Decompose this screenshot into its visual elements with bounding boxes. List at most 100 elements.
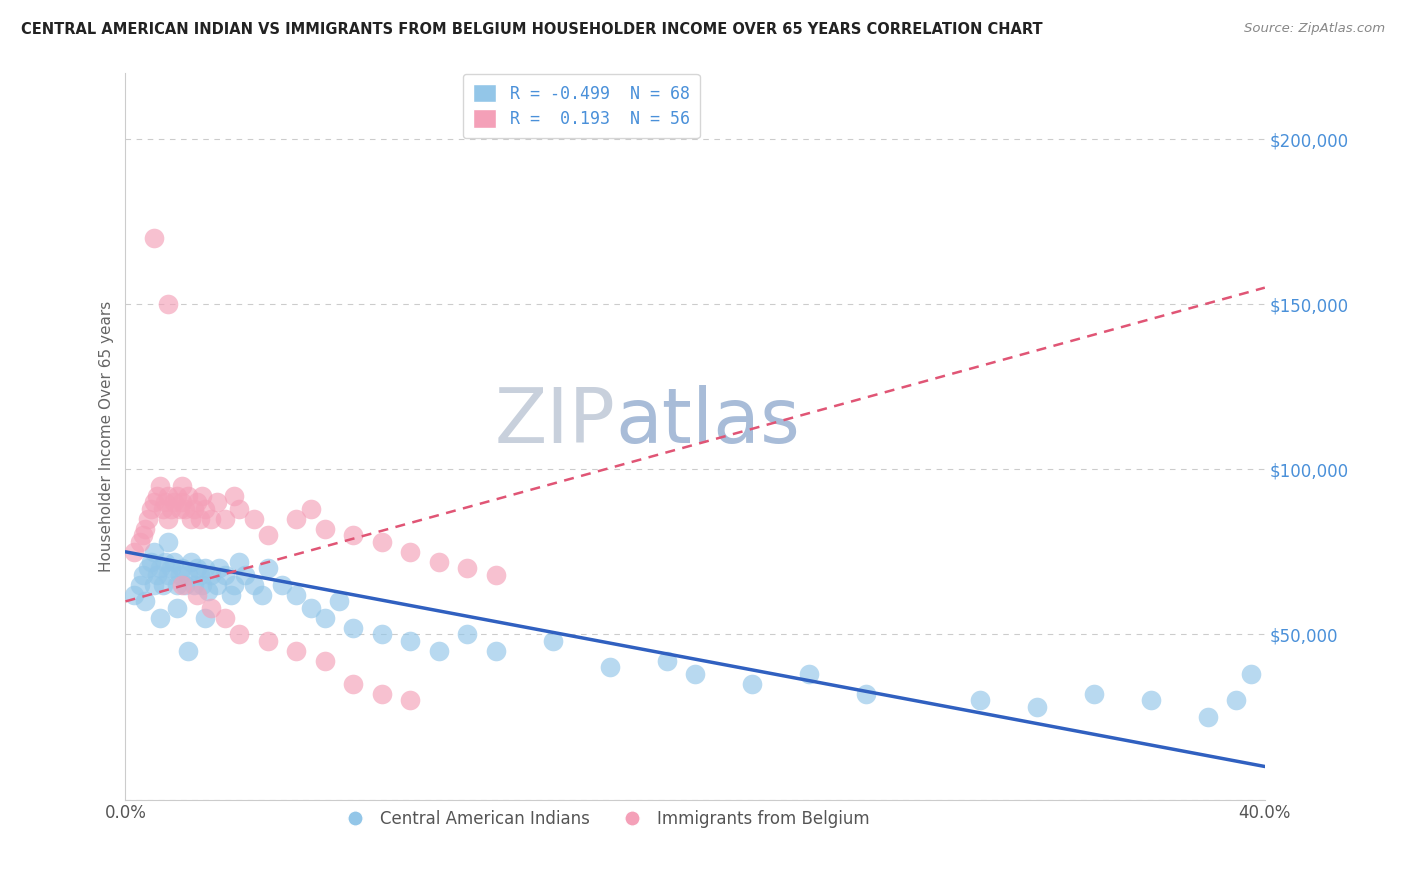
Point bbox=[456, 561, 478, 575]
Point bbox=[257, 634, 280, 648]
Point bbox=[214, 512, 236, 526]
Point bbox=[191, 578, 214, 592]
Point bbox=[328, 594, 350, 608]
Point bbox=[1026, 700, 1049, 714]
Point bbox=[128, 535, 150, 549]
Point bbox=[183, 578, 205, 592]
Point bbox=[200, 512, 222, 526]
Point bbox=[285, 588, 308, 602]
Point bbox=[169, 502, 191, 516]
Point bbox=[146, 489, 169, 503]
Point bbox=[427, 555, 450, 569]
Point bbox=[541, 634, 564, 648]
Point bbox=[166, 601, 188, 615]
Point bbox=[149, 561, 172, 575]
Point bbox=[186, 495, 208, 509]
Point bbox=[134, 594, 156, 608]
Point bbox=[1225, 693, 1247, 707]
Point bbox=[228, 555, 250, 569]
Point bbox=[314, 522, 336, 536]
Point bbox=[219, 588, 242, 602]
Point bbox=[205, 578, 228, 592]
Point bbox=[485, 644, 508, 658]
Point bbox=[299, 502, 322, 516]
Point bbox=[142, 545, 165, 559]
Point bbox=[285, 644, 308, 658]
Point bbox=[152, 502, 174, 516]
Point bbox=[1140, 693, 1163, 707]
Point bbox=[172, 495, 194, 509]
Point bbox=[146, 568, 169, 582]
Point bbox=[180, 512, 202, 526]
Point bbox=[163, 555, 186, 569]
Point bbox=[186, 588, 208, 602]
Point bbox=[655, 654, 678, 668]
Point bbox=[299, 601, 322, 615]
Point bbox=[371, 627, 394, 641]
Point bbox=[271, 578, 294, 592]
Point bbox=[169, 568, 191, 582]
Point bbox=[139, 502, 162, 516]
Point bbox=[160, 561, 183, 575]
Point bbox=[157, 535, 180, 549]
Point bbox=[172, 561, 194, 575]
Point bbox=[314, 654, 336, 668]
Text: Source: ZipAtlas.com: Source: ZipAtlas.com bbox=[1244, 22, 1385, 36]
Point bbox=[157, 297, 180, 311]
Point bbox=[152, 578, 174, 592]
Point bbox=[177, 489, 200, 503]
Point bbox=[200, 601, 222, 615]
Point bbox=[166, 578, 188, 592]
Point bbox=[194, 561, 217, 575]
Point bbox=[205, 495, 228, 509]
Point bbox=[180, 555, 202, 569]
Point bbox=[177, 568, 200, 582]
Point bbox=[242, 578, 264, 592]
Point bbox=[1239, 667, 1261, 681]
Text: ZIP: ZIP bbox=[495, 384, 616, 458]
Point bbox=[285, 512, 308, 526]
Point bbox=[233, 568, 256, 582]
Point bbox=[122, 588, 145, 602]
Point bbox=[371, 687, 394, 701]
Point bbox=[128, 578, 150, 592]
Point bbox=[222, 489, 245, 503]
Point bbox=[163, 495, 186, 509]
Point bbox=[456, 627, 478, 641]
Point bbox=[200, 568, 222, 582]
Point bbox=[969, 693, 991, 707]
Point bbox=[371, 535, 394, 549]
Point bbox=[208, 561, 231, 575]
Point bbox=[683, 667, 706, 681]
Point bbox=[1197, 710, 1219, 724]
Point bbox=[188, 568, 211, 582]
Point bbox=[257, 528, 280, 542]
Point bbox=[222, 578, 245, 592]
Text: CENTRAL AMERICAN INDIAN VS IMMIGRANTS FROM BELGIUM HOUSEHOLDER INCOME OVER 65 YE: CENTRAL AMERICAN INDIAN VS IMMIGRANTS FR… bbox=[21, 22, 1043, 37]
Point bbox=[214, 611, 236, 625]
Point bbox=[157, 489, 180, 503]
Point bbox=[160, 502, 183, 516]
Point bbox=[797, 667, 820, 681]
Point bbox=[131, 528, 153, 542]
Point bbox=[342, 677, 364, 691]
Point bbox=[166, 489, 188, 503]
Point bbox=[214, 568, 236, 582]
Point bbox=[741, 677, 763, 691]
Point bbox=[142, 495, 165, 509]
Point bbox=[197, 584, 219, 599]
Point bbox=[342, 528, 364, 542]
Point bbox=[139, 555, 162, 569]
Point bbox=[149, 611, 172, 625]
Point bbox=[250, 588, 273, 602]
Point bbox=[399, 634, 422, 648]
Point bbox=[599, 660, 621, 674]
Text: atlas: atlas bbox=[616, 384, 800, 458]
Point bbox=[191, 489, 214, 503]
Point bbox=[188, 512, 211, 526]
Legend: Central American Indians, Immigrants from Belgium: Central American Indians, Immigrants fro… bbox=[332, 804, 876, 835]
Point bbox=[186, 561, 208, 575]
Point bbox=[157, 568, 180, 582]
Point bbox=[485, 568, 508, 582]
Point bbox=[174, 578, 197, 592]
